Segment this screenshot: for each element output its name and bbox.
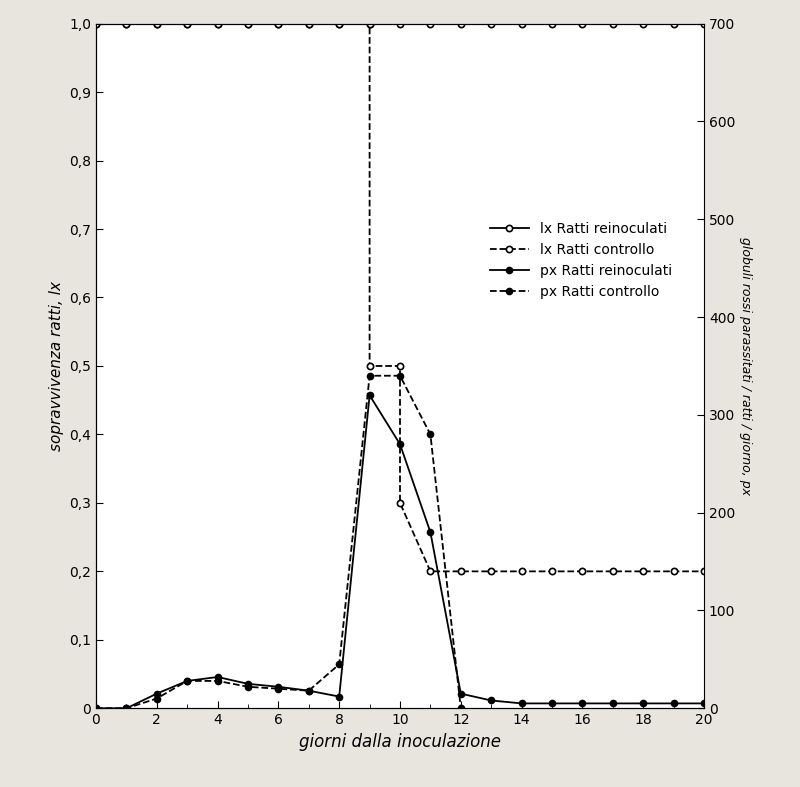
px Ratti controllo bbox=[274, 684, 283, 693]
lx Ratti reinoculati bbox=[152, 19, 162, 28]
px Ratti reinoculati bbox=[578, 699, 587, 708]
lx Ratti controllo bbox=[669, 567, 678, 576]
lx Ratti controllo bbox=[395, 498, 405, 508]
px Ratti reinoculati bbox=[699, 699, 709, 708]
px Ratti reinoculati bbox=[243, 679, 253, 689]
lx Ratti controllo bbox=[182, 19, 192, 28]
Line: lx Ratti controllo: lx Ratti controllo bbox=[93, 20, 707, 575]
lx Ratti reinoculati bbox=[304, 19, 314, 28]
lx Ratti reinoculati bbox=[91, 19, 101, 28]
lx Ratti controllo bbox=[517, 567, 526, 576]
lx Ratti controllo bbox=[122, 19, 131, 28]
lx Ratti controllo bbox=[152, 19, 162, 28]
lx Ratti controllo bbox=[365, 19, 374, 28]
px Ratti reinoculati bbox=[395, 439, 405, 449]
lx Ratti reinoculati bbox=[365, 19, 374, 28]
px Ratti controllo bbox=[365, 371, 374, 380]
px Ratti reinoculati bbox=[122, 704, 131, 713]
Legend: lx Ratti reinoculati, lx Ratti controllo, px Ratti reinoculati, px Ratti control: lx Ratti reinoculati, lx Ratti controllo… bbox=[483, 216, 679, 306]
px Ratti controllo bbox=[395, 371, 405, 380]
lx Ratti controllo bbox=[638, 567, 648, 576]
lx Ratti controllo bbox=[213, 19, 222, 28]
lx Ratti reinoculati bbox=[669, 19, 678, 28]
px Ratti reinoculati bbox=[547, 699, 557, 708]
px Ratti reinoculati bbox=[608, 699, 618, 708]
px Ratti reinoculati bbox=[274, 682, 283, 692]
px Ratti reinoculati bbox=[152, 689, 162, 698]
lx Ratti controllo bbox=[426, 567, 435, 576]
px Ratti controllo bbox=[426, 430, 435, 439]
lx Ratti controllo bbox=[274, 19, 283, 28]
Line: lx Ratti reinoculati: lx Ratti reinoculati bbox=[93, 20, 707, 27]
lx Ratti controllo bbox=[365, 361, 374, 371]
px Ratti controllo bbox=[213, 676, 222, 685]
px Ratti controllo bbox=[456, 704, 466, 713]
px Ratti reinoculati bbox=[365, 390, 374, 400]
px Ratti controllo bbox=[91, 704, 101, 713]
Y-axis label: sopravvivenza ratti, lx: sopravvivenza ratti, lx bbox=[49, 281, 63, 451]
lx Ratti reinoculati bbox=[395, 19, 405, 28]
px Ratti reinoculati bbox=[486, 696, 496, 705]
px Ratti controllo bbox=[182, 676, 192, 685]
lx Ratti reinoculati bbox=[578, 19, 587, 28]
px Ratti controllo bbox=[243, 682, 253, 692]
px Ratti controllo bbox=[152, 694, 162, 704]
lx Ratti controllo bbox=[334, 19, 344, 28]
lx Ratti reinoculati bbox=[122, 19, 131, 28]
px Ratti reinoculati bbox=[182, 676, 192, 685]
lx Ratti controllo bbox=[456, 567, 466, 576]
lx Ratti reinoculati bbox=[182, 19, 192, 28]
lx Ratti controllo bbox=[486, 567, 496, 576]
lx Ratti reinoculati bbox=[213, 19, 222, 28]
lx Ratti reinoculati bbox=[456, 19, 466, 28]
lx Ratti reinoculati bbox=[274, 19, 283, 28]
px Ratti reinoculati bbox=[91, 704, 101, 713]
px Ratti reinoculati bbox=[426, 527, 435, 537]
lx Ratti controllo bbox=[91, 19, 101, 28]
px Ratti reinoculati bbox=[213, 672, 222, 682]
px Ratti reinoculati bbox=[334, 692, 344, 701]
lx Ratti reinoculati bbox=[638, 19, 648, 28]
lx Ratti reinoculati bbox=[517, 19, 526, 28]
Line: px Ratti reinoculati: px Ratti reinoculati bbox=[93, 392, 707, 711]
X-axis label: giorni dalla inoculazione: giorni dalla inoculazione bbox=[299, 733, 501, 751]
px Ratti reinoculati bbox=[638, 699, 648, 708]
lx Ratti reinoculati bbox=[243, 19, 253, 28]
px Ratti controllo bbox=[304, 686, 314, 696]
lx Ratti controllo bbox=[547, 567, 557, 576]
px Ratti reinoculati bbox=[456, 689, 466, 698]
lx Ratti reinoculati bbox=[426, 19, 435, 28]
px Ratti controllo bbox=[122, 704, 131, 713]
lx Ratti controllo bbox=[578, 567, 587, 576]
px Ratti reinoculati bbox=[517, 699, 526, 708]
lx Ratti reinoculati bbox=[547, 19, 557, 28]
lx Ratti reinoculati bbox=[699, 19, 709, 28]
px Ratti controllo bbox=[334, 660, 344, 669]
px Ratti reinoculati bbox=[304, 686, 314, 696]
lx Ratti controllo bbox=[304, 19, 314, 28]
lx Ratti reinoculati bbox=[334, 19, 344, 28]
lx Ratti controllo bbox=[608, 567, 618, 576]
Line: px Ratti controllo: px Ratti controllo bbox=[93, 372, 464, 711]
Y-axis label: globuli rossi parassitati / ratti / giorno, px: globuli rossi parassitati / ratti / gior… bbox=[739, 237, 752, 495]
lx Ratti reinoculati bbox=[486, 19, 496, 28]
lx Ratti controllo bbox=[395, 361, 405, 371]
px Ratti reinoculati bbox=[669, 699, 678, 708]
lx Ratti controllo bbox=[243, 19, 253, 28]
lx Ratti reinoculati bbox=[608, 19, 618, 28]
lx Ratti controllo bbox=[699, 567, 709, 576]
